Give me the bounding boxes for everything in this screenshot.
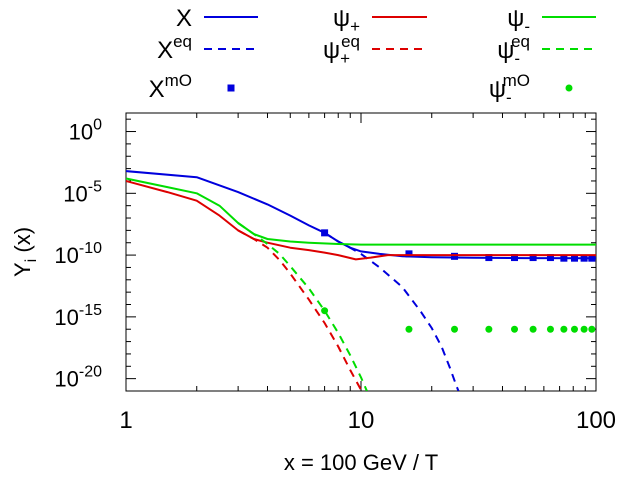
series-psi_minus_mO-point — [529, 325, 537, 333]
series-psi_minus_eq-line — [237, 222, 368, 391]
series-psi_minus_mO-point — [405, 325, 413, 333]
series-psi_minus_mO-point — [546, 325, 554, 333]
y-tick-label: 10-10 — [54, 240, 102, 268]
series-psi_minus_mO-point — [580, 325, 588, 333]
x-tick-label: 10 — [348, 407, 375, 434]
legend-label-XmO: XmO — [149, 71, 192, 103]
series-group — [126, 170, 596, 391]
legend-label-Xeq: Xeq — [157, 32, 192, 64]
y-tick-label: 10-15 — [54, 302, 102, 330]
axis-labels: 1 10 100 100 10-5 10-10 10-15 10-20 x = 100 GeV … — [10, 117, 616, 475]
y-axis-label: Yi (x) — [10, 227, 40, 277]
series-psi_minus-line — [126, 177, 596, 246]
series-XmO-point — [511, 254, 519, 262]
x-tick-label: 1 — [119, 407, 132, 434]
series-psi_plus-line — [126, 180, 596, 261]
series-psi_minus_mO-point — [321, 307, 329, 315]
x-axis-label: x = 100 GeV / T — [284, 450, 438, 475]
legend-label-psi_minus_eq: ψ-eq — [497, 32, 530, 68]
series-psi_plus_eq-line — [237, 229, 364, 391]
y-tick-label: 10-20 — [54, 364, 102, 392]
y-tick-label: 10-5 — [63, 178, 102, 206]
legend-label-psi_minus: ψ- — [507, 5, 530, 36]
series-XmO-point — [588, 254, 596, 262]
series-XmO-point — [529, 254, 537, 262]
legend-label-psi_plus: ψ+ — [333, 5, 360, 36]
legend-sample-psi_minus_mO — [565, 84, 573, 92]
series-XmO-point — [451, 252, 459, 260]
series-XmO-point — [546, 254, 554, 262]
legend-sample-XmO — [227, 84, 235, 92]
x-tick-label: 100 — [576, 407, 616, 434]
series-XmO-point — [560, 254, 568, 262]
series-psi_minus_mO-point — [570, 325, 578, 333]
series-XmO-point — [405, 250, 413, 258]
series-psi_minus_mO-point — [451, 325, 459, 333]
legend-label-psi_minus_mO: ψ-mO — [489, 71, 530, 107]
series-psi_minus_mO-point — [485, 325, 493, 333]
series-XmO-point — [485, 254, 493, 262]
axis-ticks — [125, 113, 596, 392]
legend-label-X: X — [176, 5, 192, 32]
series-psi_minus_mO-point — [511, 325, 519, 333]
series-XmO-point — [580, 254, 588, 262]
series-XmO-point — [321, 229, 329, 237]
series-psi_minus_mO-point — [588, 325, 596, 333]
y-tick-label: 100 — [69, 117, 102, 145]
series-psi_minus_mO-point — [560, 325, 568, 333]
plot-area — [125, 112, 597, 392]
legend-label-psi_plus_eq: ψ+eq — [323, 32, 360, 68]
series-XmO-point — [570, 254, 578, 262]
